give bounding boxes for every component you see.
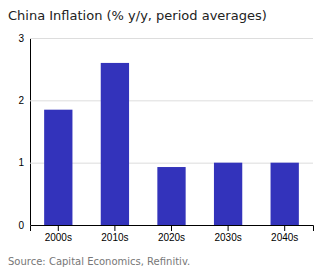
- y-tick: 2: [18, 95, 313, 106]
- x-tick-mark: [284, 225, 285, 231]
- grid-line: [30, 100, 313, 101]
- y-axis: 0 1 2 3: [18, 33, 313, 231]
- x-tick-label: 2010s: [101, 232, 128, 243]
- x-axis-line: [31, 226, 314, 232]
- x-tick: 2040s: [271, 225, 298, 243]
- y-tick-label: 0: [18, 220, 24, 231]
- x-tick: 2020s: [158, 225, 185, 243]
- bars: [44, 63, 299, 225]
- chart: China Inflation (% y/y, period averages)…: [0, 0, 325, 273]
- x-tick-mark: [228, 225, 229, 231]
- x-axis: 2000s 2010s 2020s 2030s 2040s: [31, 225, 314, 243]
- x-tick: 2010s: [101, 225, 128, 243]
- y-tick-label: 3: [18, 33, 24, 44]
- x-tick-label: 2020s: [158, 232, 185, 243]
- bar: [157, 167, 185, 225]
- source: Source: Capital Economics, Refinitiv.: [8, 256, 190, 267]
- bar: [271, 163, 299, 225]
- y-axis-line: [31, 39, 314, 226]
- y-tick-label: 1: [18, 157, 24, 168]
- x-tick-label: 2000s: [45, 232, 72, 243]
- bar: [44, 110, 72, 225]
- x-tick-mark: [58, 225, 59, 231]
- x-tick: 2000s: [45, 225, 72, 243]
- x-tick-label: 2030s: [214, 232, 241, 243]
- x-tick-label: 2040s: [271, 232, 298, 243]
- bar: [101, 63, 129, 225]
- y-tick: 3: [18, 33, 313, 44]
- x-tick-mark: [171, 225, 172, 231]
- y-tick-label: 2: [18, 95, 24, 106]
- title: China Inflation (% y/y, period averages): [8, 8, 267, 23]
- x-tick-mark: [114, 225, 115, 231]
- bar: [214, 163, 242, 225]
- plot: 0 1 2 3 2000s 2010s 2020s 2030s 2040s: [18, 33, 313, 243]
- x-tick: 2030s: [214, 225, 241, 243]
- grid-line: [30, 38, 313, 39]
